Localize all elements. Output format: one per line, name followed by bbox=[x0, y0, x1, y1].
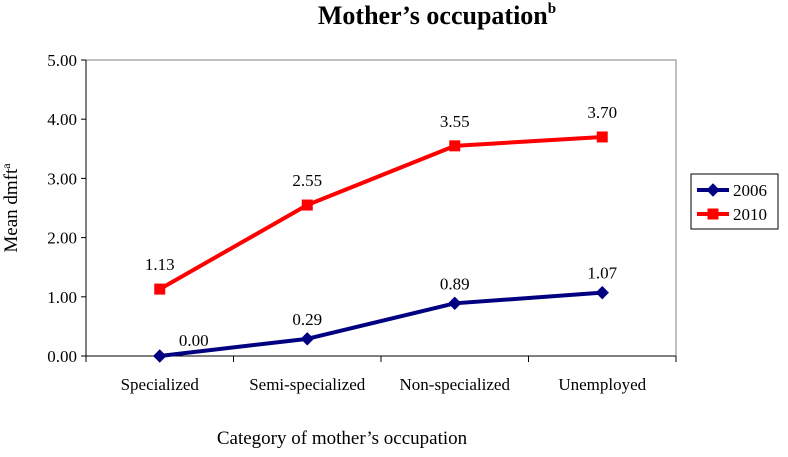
x-tick-label: Unemployed bbox=[558, 375, 646, 394]
data-point-2006 bbox=[448, 296, 462, 311]
data-label: 3.70 bbox=[587, 103, 617, 122]
data-point-2010 bbox=[154, 283, 166, 295]
legend-label-2006: 2006 bbox=[733, 181, 767, 200]
data-point-2006 bbox=[153, 349, 167, 363]
data-point-2010 bbox=[301, 199, 313, 211]
series-2010: 1.13 2.55 3.55 3.70 bbox=[145, 103, 617, 295]
legend: 2006 2010 bbox=[690, 173, 779, 230]
y-axis-label: Mean dmfta bbox=[0, 163, 22, 253]
data-label: 2.55 bbox=[292, 171, 322, 190]
legend-marker-2010 bbox=[707, 208, 719, 220]
x-axis-label: Category of mother’s occupation bbox=[217, 428, 468, 449]
y-tick-label: 2.00 bbox=[47, 229, 77, 248]
x-tick-label: Semi-specialized bbox=[249, 375, 366, 394]
chart-title: Mother’s occupationb bbox=[318, 1, 556, 30]
data-label: 1.07 bbox=[587, 264, 617, 283]
y-tick-label: 5.00 bbox=[47, 51, 77, 70]
x-tick-label: Specialized bbox=[121, 375, 200, 394]
legend-box bbox=[690, 173, 779, 230]
legend-label-2010: 2010 bbox=[733, 205, 767, 224]
y-axis: 0.00 1.00 2.00 3.00 4.00 5.00 bbox=[47, 51, 87, 366]
series-layer: 0.00 0.29 0.89 1.07 1.13 2.55 3.55 3.70 bbox=[145, 103, 618, 363]
chart-title-superscript: b bbox=[548, 1, 556, 17]
series-2006: 0.00 0.29 0.89 1.07 bbox=[153, 264, 618, 363]
y-tick-label: 0.00 bbox=[47, 347, 77, 366]
data-point-2006 bbox=[595, 285, 609, 300]
data-label: 0.89 bbox=[440, 274, 470, 293]
series-line-2010 bbox=[158, 134, 603, 291]
y-tick-label: 1.00 bbox=[47, 288, 77, 307]
legend-marker-2006 bbox=[706, 183, 720, 197]
series-line-2006 bbox=[159, 290, 603, 358]
x-tick-label: Non-specialized bbox=[400, 375, 511, 394]
data-label: 3.55 bbox=[440, 112, 470, 131]
data-point-2006 bbox=[300, 332, 314, 346]
y-tick-label: 3.00 bbox=[47, 169, 77, 188]
data-label: 0.29 bbox=[292, 310, 322, 329]
y-axis-label-superscript: a bbox=[0, 163, 13, 169]
data-label: 1.13 bbox=[145, 255, 175, 274]
chart-title-text: Mother’s occupation bbox=[318, 1, 548, 30]
y-axis-label-text: Mean dmft bbox=[1, 168, 22, 253]
data-point-2010 bbox=[596, 131, 608, 143]
x-axis: Specialized Semi-specialized Non-specializ… bbox=[85, 355, 677, 394]
plot-area bbox=[85, 59, 677, 357]
data-label: 0.00 bbox=[179, 331, 209, 350]
y-tick-label: 4.00 bbox=[47, 110, 77, 129]
data-point-2010 bbox=[449, 140, 461, 152]
